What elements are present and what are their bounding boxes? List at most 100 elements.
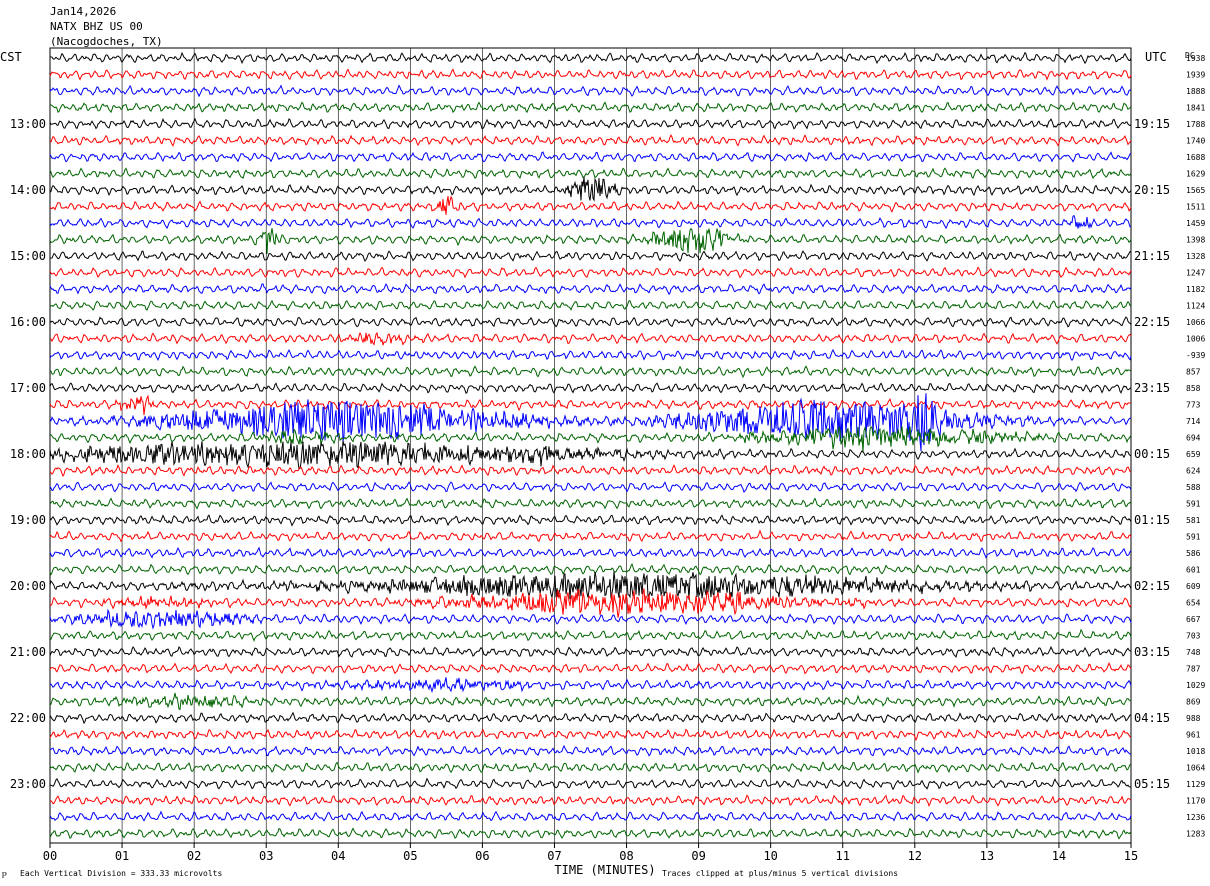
trace-28 bbox=[49, 514, 1132, 527]
trace-47 bbox=[49, 827, 1132, 840]
trace-15 bbox=[49, 298, 1132, 312]
left-time-label-1: 14:00 bbox=[10, 183, 46, 197]
dc-value-21: 773 bbox=[1186, 401, 1201, 410]
dc-value-11: 1398 bbox=[1186, 236, 1205, 245]
dc-value-4: 1788 bbox=[1186, 120, 1205, 129]
trace-22 bbox=[49, 393, 1132, 452]
trace-27 bbox=[49, 497, 1132, 510]
header-date: Jan14,2026 bbox=[50, 5, 117, 18]
trace-35 bbox=[49, 628, 1132, 642]
trace-36 bbox=[49, 645, 1132, 659]
trace-1 bbox=[49, 68, 1132, 81]
trace-11 bbox=[49, 227, 1132, 254]
x-tick-label-05: 05 bbox=[403, 849, 417, 863]
dc-value-36: 748 bbox=[1186, 648, 1201, 657]
x-tick-label-02: 02 bbox=[187, 849, 201, 863]
x-tick-label-01: 01 bbox=[115, 849, 129, 863]
dc-value-9: 1511 bbox=[1186, 203, 1205, 212]
dc-value-3: 1841 bbox=[1186, 104, 1205, 113]
dc-value-43: 1064 bbox=[1186, 764, 1205, 773]
trace-6 bbox=[49, 151, 1132, 163]
x-tick-label-00: 00 bbox=[43, 849, 57, 863]
dc-value-13: 1247 bbox=[1186, 269, 1205, 278]
trace-42 bbox=[49, 744, 1132, 757]
right-axis-label: UTC bbox=[1145, 50, 1167, 64]
right-time-label-6: 01:15 bbox=[1134, 513, 1170, 527]
dc-value-46: 1236 bbox=[1186, 813, 1205, 822]
right-time-label-7: 02:15 bbox=[1134, 579, 1170, 593]
trace-31 bbox=[49, 563, 1132, 576]
dc-value-40: 988 bbox=[1186, 714, 1201, 723]
trace-12 bbox=[49, 250, 1132, 262]
dc-value-35: 703 bbox=[1186, 632, 1201, 641]
right-time-label-5: 00:15 bbox=[1134, 447, 1170, 461]
trace-44 bbox=[49, 777, 1132, 791]
trace-20 bbox=[49, 382, 1132, 394]
dc-value-39: 869 bbox=[1186, 698, 1201, 707]
dc-value-6: 1688 bbox=[1186, 153, 1205, 162]
dc-value-25: 624 bbox=[1186, 467, 1201, 476]
trace-40 bbox=[49, 711, 1132, 725]
dc-value-2: 1888 bbox=[1186, 87, 1205, 96]
trace-41 bbox=[49, 728, 1132, 742]
dc-value-27: 591 bbox=[1186, 500, 1201, 509]
dc-value-19: 857 bbox=[1186, 368, 1201, 377]
dc-value-23: 694 bbox=[1186, 434, 1201, 443]
dc-value-28: 581 bbox=[1186, 516, 1201, 525]
left-time-label-10: 23:00 bbox=[10, 777, 46, 791]
dc-value-20: 858 bbox=[1186, 384, 1201, 393]
trace-18 bbox=[49, 348, 1132, 361]
dc-label: DC bbox=[1185, 51, 1195, 60]
dc-value-45: 1170 bbox=[1186, 797, 1205, 806]
clipping-note: Traces clipped at plus/minus 5 vertical … bbox=[662, 869, 898, 878]
trace-13 bbox=[49, 266, 1132, 279]
trace-24 bbox=[49, 440, 1132, 470]
left-time-label-9: 22:00 bbox=[10, 711, 46, 725]
header-station: NATX BHZ US 00 bbox=[50, 20, 143, 33]
dc-value-22: 714 bbox=[1186, 417, 1201, 426]
trace-3 bbox=[49, 101, 1132, 114]
right-time-label-2: 21:15 bbox=[1134, 249, 1170, 263]
dc-value-41: 961 bbox=[1186, 731, 1201, 740]
dc-value-8: 1565 bbox=[1186, 186, 1205, 195]
trace-9 bbox=[49, 195, 1132, 215]
vertical-division-note: Each Vertical Division = 333.33 microvol… bbox=[20, 869, 222, 878]
right-time-label-4: 23:15 bbox=[1134, 381, 1170, 395]
trace-16 bbox=[49, 316, 1132, 328]
trace-19 bbox=[49, 365, 1132, 379]
x-tick-label-08: 08 bbox=[619, 849, 633, 863]
x-tick-label-06: 06 bbox=[475, 849, 489, 863]
left-time-label-4: 17:00 bbox=[10, 381, 46, 395]
trace-29 bbox=[49, 529, 1132, 543]
right-time-label-0: 19:15 bbox=[1134, 117, 1170, 131]
x-tick-label-07: 07 bbox=[547, 849, 561, 863]
trace-2 bbox=[49, 84, 1132, 98]
x-tick-label-09: 09 bbox=[691, 849, 705, 863]
x-tick-label-03: 03 bbox=[259, 849, 273, 863]
dc-value-33: 654 bbox=[1186, 599, 1201, 608]
trace-17 bbox=[49, 331, 1132, 346]
dc-value-10: 1459 bbox=[1186, 219, 1205, 228]
dc-value-1: 1939 bbox=[1186, 71, 1205, 80]
corner-mark: ℙ bbox=[2, 871, 7, 880]
right-time-label-3: 22:15 bbox=[1134, 315, 1170, 329]
dc-value-30: 586 bbox=[1186, 549, 1201, 558]
right-time-label-9: 04:15 bbox=[1134, 711, 1170, 725]
trace-23 bbox=[49, 425, 1132, 453]
dc-value-26: 588 bbox=[1186, 483, 1201, 492]
left-time-label-7: 20:00 bbox=[10, 579, 46, 593]
left-time-label-8: 21:00 bbox=[10, 645, 46, 659]
trace-7 bbox=[49, 167, 1132, 180]
dc-value-32: 609 bbox=[1186, 582, 1201, 591]
dc-value-18: -939 bbox=[1186, 351, 1205, 360]
right-time-label-10: 05:15 bbox=[1134, 777, 1170, 791]
trace-34 bbox=[49, 608, 1132, 630]
left-time-label-5: 18:00 bbox=[10, 447, 46, 461]
right-time-label-1: 20:15 bbox=[1134, 183, 1170, 197]
x-tick-label-10: 10 bbox=[763, 849, 777, 863]
dc-value-34: 667 bbox=[1186, 615, 1201, 624]
left-time-label-2: 15:00 bbox=[10, 249, 46, 263]
dc-value-0: 1938 bbox=[1186, 54, 1205, 63]
x-tick-label-11: 11 bbox=[836, 849, 850, 863]
dc-value-24: 659 bbox=[1186, 450, 1201, 459]
